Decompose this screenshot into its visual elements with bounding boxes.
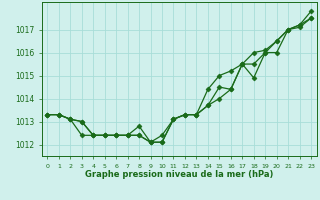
X-axis label: Graphe pression niveau de la mer (hPa): Graphe pression niveau de la mer (hPa) <box>85 170 273 179</box>
